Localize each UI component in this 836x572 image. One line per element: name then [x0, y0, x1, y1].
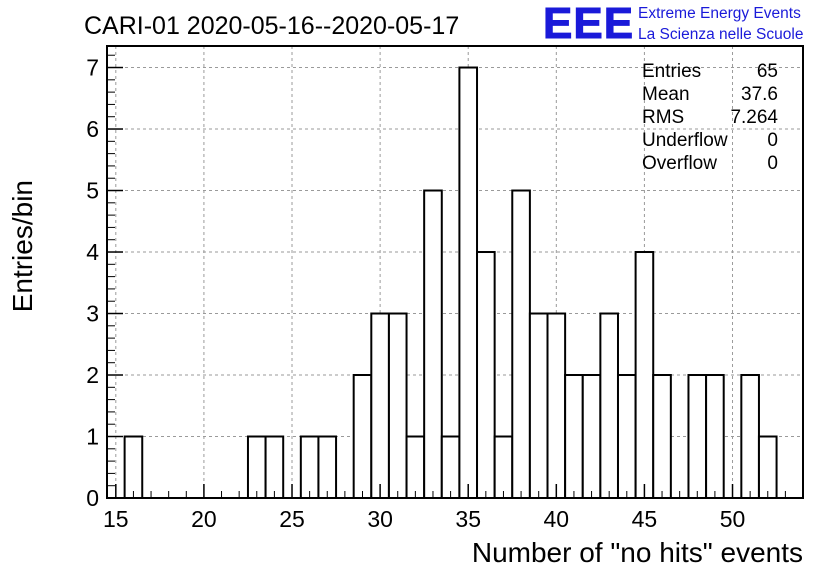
- histogram-bar: [387, 312, 408, 499]
- stats-underflow-value: 0: [767, 130, 778, 151]
- histogram-bar: [546, 312, 567, 499]
- histogram-bar: [123, 435, 144, 499]
- histogram-bar: [423, 189, 443, 500]
- histogram-bar: [440, 435, 461, 499]
- x-tick-label: 40: [544, 506, 570, 532]
- histogram-bar: [246, 435, 267, 499]
- histogram-bar: [616, 374, 637, 499]
- stats-entries-label: Entries: [642, 61, 701, 82]
- histogram-bar: [599, 312, 619, 499]
- histogram-bar: [370, 312, 390, 499]
- histogram-bar: [740, 374, 760, 499]
- y-tick-label: 0: [86, 485, 99, 511]
- eee-logo-letters: EEE: [543, 0, 634, 48]
- histogram-bar: [352, 374, 373, 499]
- y-tick-label: 7: [86, 55, 99, 81]
- y-tick-label: 6: [86, 116, 99, 142]
- y-tick-label: 4: [86, 239, 99, 265]
- stats-overflow-value: 0: [767, 153, 778, 174]
- x-tick-label: 15: [103, 506, 129, 532]
- histogram-bar: [458, 66, 479, 500]
- histogram-bar: [317, 435, 338, 499]
- x-axis-label: Number of "no hits" events: [472, 537, 803, 568]
- histogram-bar: [493, 435, 514, 499]
- axis-ticks: [107, 54, 804, 499]
- histogram-bar: [476, 251, 496, 499]
- logo-line-2: La Scienza nelle Scuole: [638, 26, 803, 43]
- y-axis-label: Entries/bin: [7, 180, 38, 312]
- y-tick-label: 5: [86, 178, 99, 204]
- histogram-bars: [123, 66, 778, 500]
- stats-mean-label: Mean: [642, 84, 690, 105]
- histogram-bar: [757, 435, 778, 499]
- stats-rms-value: 7.264: [730, 107, 778, 128]
- logo-line-1: Extreme Energy Events: [638, 5, 801, 22]
- histogram-bar: [581, 374, 602, 499]
- x-tick-label: 45: [632, 506, 658, 532]
- stats-overflow-label: Overflow: [642, 153, 717, 174]
- histogram-bar: [299, 435, 320, 499]
- eee-logo: EEE Extreme Energy Events La Scienza nel…: [543, 0, 804, 49]
- y-tick-label: 3: [86, 301, 99, 327]
- stats-underflow-label: Underflow: [642, 130, 728, 151]
- x-tick-label: 35: [455, 506, 481, 532]
- histogram-bar: [564, 374, 584, 499]
- histogram-bar: [405, 435, 426, 499]
- histogram-bar: [511, 189, 531, 500]
- histogram-bar: [634, 251, 655, 499]
- x-tick-label: 20: [191, 506, 217, 532]
- histogram-bar: [687, 374, 708, 499]
- x-tick-label: 30: [367, 506, 393, 532]
- histogram-bar: [705, 374, 725, 499]
- y-tick-label: 2: [86, 362, 99, 388]
- x-tick-label: 50: [720, 506, 746, 532]
- stats-mean-value: 37.6: [741, 84, 778, 105]
- x-tick-label: 25: [279, 506, 305, 532]
- histogram-bar: [652, 374, 672, 499]
- chart-title: CARI-01 2020-05-16--2020-05-17: [84, 12, 459, 40]
- histogram-bar: [264, 435, 285, 499]
- stats-rms-label: RMS: [642, 107, 684, 128]
- plot-frame: [106, 45, 804, 499]
- stats-entries-value: 65: [757, 61, 778, 82]
- histogram-bar: [528, 312, 549, 499]
- stats-box: Entries 65 Mean 37.6 RMS 7.264 Underflow…: [642, 61, 778, 174]
- y-tick-label: 1: [86, 424, 99, 450]
